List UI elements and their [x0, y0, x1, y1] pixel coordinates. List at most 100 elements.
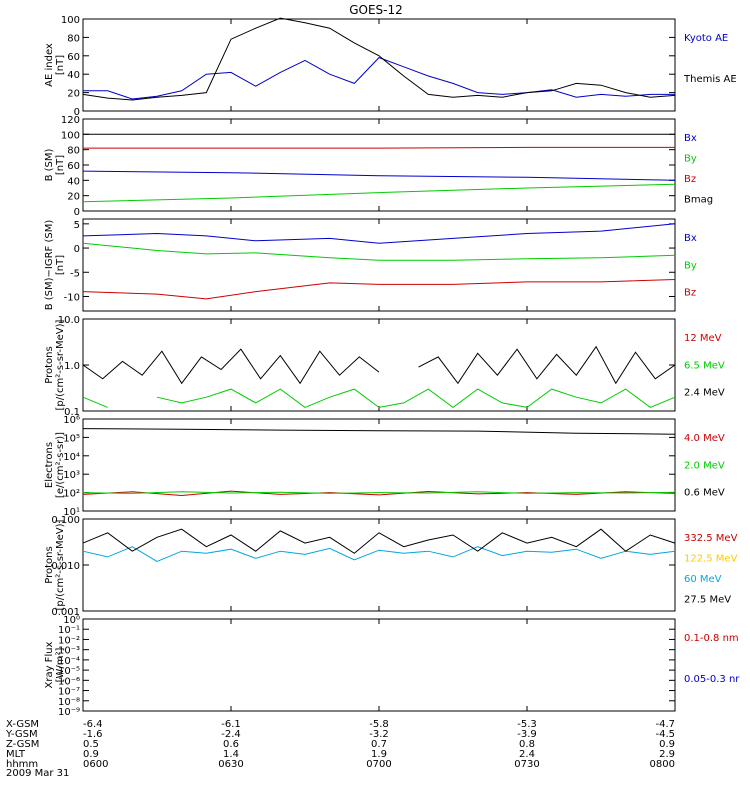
y-tick-label: 0.001 — [51, 607, 80, 618]
y-axis-label: [W/m²] — [55, 647, 66, 682]
y-tick-label: -5 — [70, 268, 80, 279]
legend-entry: 332.5 MeV — [684, 533, 738, 544]
y-tick-label: 10⁶ — [63, 415, 80, 426]
ephemeris-value: 0.6 — [223, 739, 239, 750]
y-tick-label: 100 — [61, 15, 80, 26]
y-axis-label: [p/(cm²-s-sr-MeV)] — [55, 319, 66, 410]
y-tick-label: -10 — [64, 292, 80, 303]
ephemeris-value: 0730 — [514, 759, 539, 770]
y-axis-label: B (SM) — [44, 148, 55, 181]
ephemeris-value: 1.9 — [371, 749, 387, 760]
y-tick-label: 10⁻⁷ — [58, 687, 80, 698]
y-axis-label: Electrons — [44, 442, 55, 488]
ephemeris-value: 0700 — [366, 759, 391, 770]
legend-entry: By — [684, 260, 697, 271]
y-tick-label: 0 — [74, 207, 80, 218]
y-tick-label: 0.010 — [51, 561, 80, 572]
series-line — [82, 242, 676, 261]
y-tick-label: 10⁻⁴ — [58, 656, 80, 667]
y-tick-label: 10³ — [63, 470, 80, 481]
legend-entry: Themis AE — [683, 74, 737, 85]
y-tick-label: 40 — [67, 70, 80, 81]
panel-1: 0 20 40 60 80 100 AE index [nT] Kyoto AE Themis A… — [44, 15, 737, 118]
legend-entry: Bmag — [684, 195, 713, 206]
legend-entry: 0.05-0.3 nr — [684, 674, 740, 685]
y-tick-label: 10² — [63, 489, 80, 500]
ephemeris-value: -4.5 — [655, 729, 675, 740]
series-line — [82, 183, 676, 203]
series-line — [82, 528, 676, 554]
y-tick-label: 80 — [67, 146, 80, 157]
y-tick-label: 0 — [74, 107, 80, 118]
ephemeris-value: 0800 — [650, 759, 675, 770]
ephemeris-value: 0630 — [218, 759, 243, 770]
y-tick-label: 10¹ — [63, 507, 80, 518]
y-tick-label: 1.0 — [64, 361, 80, 372]
legend-entry: 2.0 MeV — [684, 460, 725, 471]
ephemeris-value: -6.1 — [221, 719, 241, 730]
ephemeris-value: 0.9 — [83, 749, 99, 760]
legend-entry: Bz — [684, 174, 696, 185]
y-tick-label: 0.100 — [51, 515, 80, 526]
legend-entry: 60 MeV — [684, 574, 722, 585]
legend-entry: 2.4 MeV — [684, 388, 725, 399]
panel-2: 0 20 40 60 80 100 120 B (SM) [nT] Bx By Bz Bmag — [44, 115, 713, 218]
panel-4: 0.1 1.0 10.0 Protons [p/(cm²-s-sr-MeV)] 12 Me… — [44, 315, 725, 418]
y-tick-label: 0.1 — [64, 407, 80, 418]
ephemeris-value: -3.2 — [369, 729, 389, 740]
panel-frame — [82, 618, 676, 712]
series-line — [82, 170, 676, 181]
y-axis-label: [nT] — [55, 155, 66, 175]
legend-entry: Bz — [684, 288, 696, 299]
y-axis-label: B (SM)−IGRF (SM) — [44, 220, 55, 311]
ephemeris-value: -2.4 — [221, 729, 241, 740]
plot-date: 2009 Mar 31 — [6, 768, 69, 779]
series-line — [82, 546, 676, 562]
ephemeris-row-label: X-GSM — [6, 719, 39, 730]
ephemeris-row-label: Z-GSM — [6, 739, 39, 750]
time-axis: X-GSM -6.4 -6.1 -5.8 -5.3 -4.7 Y-GSM -1.6 -2.4 -3… — [5, 719, 675, 779]
ephemeris-value: 2.9 — [659, 749, 675, 760]
y-tick-label: 10⁻² — [58, 635, 80, 646]
y-tick-label: 10⁻⁹ — [58, 707, 80, 718]
legend-entry: 6.5 MeV — [684, 360, 725, 371]
y-tick-label: 80 — [67, 33, 80, 44]
ephemeris-value: -6.4 — [83, 719, 103, 730]
y-tick-label: 10⁻¹ — [58, 625, 80, 636]
ephemeris-row-label: hhmm — [6, 759, 38, 770]
series-line — [83, 57, 675, 100]
legend-entry: By — [684, 154, 697, 165]
ephemeris-row-label: Y-GSM — [5, 729, 38, 740]
ephemeris-value: 1.4 — [223, 749, 239, 760]
series-line — [82, 279, 676, 300]
y-axis-label: [nT] — [55, 55, 66, 75]
y-tick-label: 60 — [67, 52, 80, 63]
ephemeris-value: -5.8 — [369, 719, 389, 730]
ephemeris-value: 0.7 — [371, 739, 387, 750]
series-line — [82, 223, 676, 244]
ephemeris-value: 0.9 — [659, 739, 675, 750]
series-line — [82, 345, 676, 385]
legend-entry: Bx — [684, 233, 697, 244]
y-tick-label: 10⁰ — [63, 615, 80, 626]
series-line — [82, 17, 676, 101]
y-tick-label: 10.0 — [58, 315, 80, 326]
legend-entry: 0.1-0.8 nm — [684, 633, 739, 644]
legend-entry: 27.5 MeV — [684, 595, 731, 606]
legend-entry: 4.0 MeV — [684, 433, 725, 444]
ephemeris-row-label: MLT — [6, 749, 26, 760]
y-tick-label: 10⁻³ — [58, 646, 80, 657]
series-line — [82, 428, 676, 435]
series-line — [83, 146, 675, 149]
y-axis-label: [p/(cm²-s-sr-MeV)] — [55, 519, 66, 610]
ephemeris-value: -5.3 — [517, 719, 537, 730]
plot-title: GOES-12 — [349, 3, 403, 17]
y-tick-label: 0 — [74, 244, 80, 255]
panel-frame — [82, 18, 676, 112]
y-tick-label: 100 — [61, 130, 80, 141]
panel-frame — [82, 318, 676, 412]
panel-3: -10 -5 0 5 B (SM)−IGRF (SM) [nT] Bx By Bz — [44, 218, 697, 312]
y-axis-label: [nT] — [55, 255, 66, 275]
